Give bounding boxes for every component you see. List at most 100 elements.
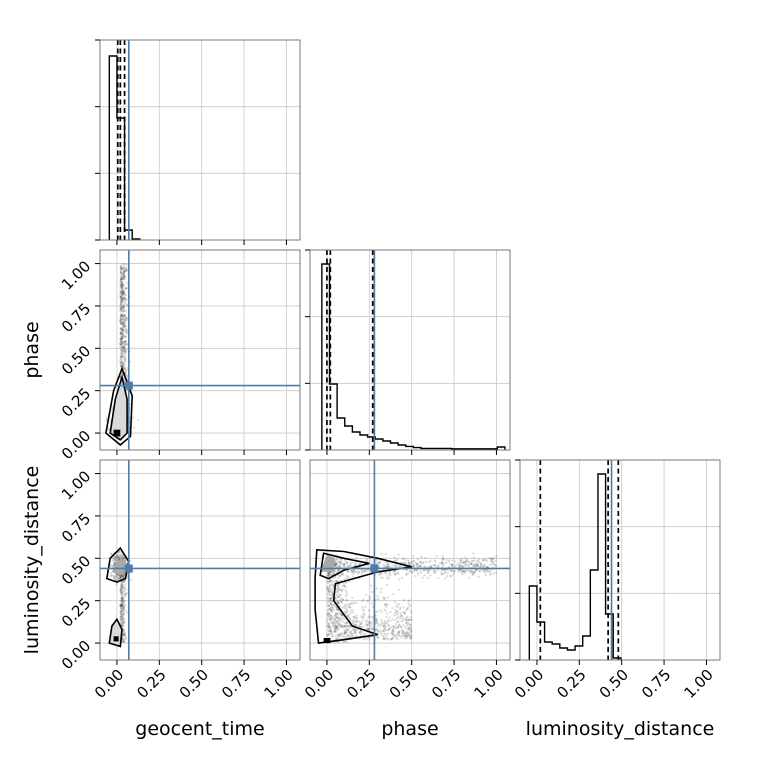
sample-point [396,613,399,616]
sample-point [345,631,348,634]
sample-point [330,588,333,591]
sample-point [441,554,444,558]
sample-point [392,624,395,628]
sample-point [331,603,334,606]
sample-point [123,588,126,591]
y-tick-label: 0.25 [58,594,94,630]
sample-point [120,580,124,583]
sample-point [123,275,126,278]
sample-point [340,599,343,602]
sample-point [120,283,124,287]
sample-point [392,629,395,632]
sample-point [352,628,355,632]
sample-point [119,307,122,310]
sample-point [125,591,128,594]
sample-point [393,559,396,562]
sample-point [385,615,388,619]
sample-point [119,354,123,357]
sample-point [125,316,129,320]
sample-point [480,569,484,572]
sample-point [120,341,123,344]
sample-point [120,615,123,618]
sample-point [119,575,122,578]
sample-point [478,570,482,573]
sample-point [124,371,127,374]
histogram-step [321,263,506,450]
panel-frame [99,249,301,451]
sample-point [119,349,123,352]
sample-point [451,559,454,562]
sample-point [490,558,493,561]
sample-point [119,610,122,613]
sample-point [326,604,330,607]
contour-line [314,548,412,645]
sample-point [121,294,124,297]
sample-point [331,594,334,597]
sample-point [121,282,124,285]
sample-point [388,638,391,641]
sample-point [409,636,412,640]
sample-point [354,631,357,634]
sample-point [119,620,122,623]
sample-point [120,335,123,339]
sample-point [362,638,365,641]
sample-point [120,553,123,556]
contour-fill [110,377,128,440]
sample-point [402,630,405,633]
sample-point [482,558,485,561]
sample-point [120,276,123,279]
sample-point [337,565,341,568]
sample-point [120,306,123,309]
sample-point [361,605,364,609]
sample-point [363,570,366,573]
sample-point [336,627,339,630]
sample-point [122,349,126,352]
x-tick-label: 0.25 [343,666,379,702]
sample-point [349,630,352,633]
sample-point [121,574,124,577]
sample-point [332,580,335,583]
sample-point [489,573,492,576]
sample-point [392,627,395,630]
sample-point [120,297,123,300]
sample-point [348,617,352,620]
truth-marker [124,381,133,390]
sample-point [120,314,123,317]
sample-point [338,633,342,636]
sample-point [124,287,128,290]
sample-point [464,558,467,562]
sample-point [119,291,122,295]
sample-point [389,573,392,577]
sample-point [415,568,418,572]
sample-point [426,570,430,573]
sample-point [371,627,374,630]
sample-point [451,563,454,566]
sample-point [124,324,127,328]
sample-point [353,616,356,619]
sample-point [329,583,332,587]
sample-point [463,569,466,573]
sample-point [403,631,407,634]
sample-point [119,269,122,272]
sample-point [121,273,124,276]
sample-point [124,269,127,273]
sample-point [111,406,114,409]
sample-point [470,559,473,562]
sample-point [471,563,475,566]
sample-point [353,601,356,604]
sample-point [123,340,126,343]
sample-point [355,570,358,573]
sample-point [114,556,117,559]
sample-point [120,328,123,331]
sample-point [369,622,372,625]
sample-point [123,595,127,598]
sample-point [399,617,402,620]
sample-point [355,616,359,620]
sample-point [334,599,337,602]
x-tick-label: 1.00 [470,666,506,702]
sample-point [362,609,365,612]
sample-point [333,614,336,618]
sample-point [327,572,330,575]
sample-point [114,558,117,561]
sample-point [407,618,410,621]
